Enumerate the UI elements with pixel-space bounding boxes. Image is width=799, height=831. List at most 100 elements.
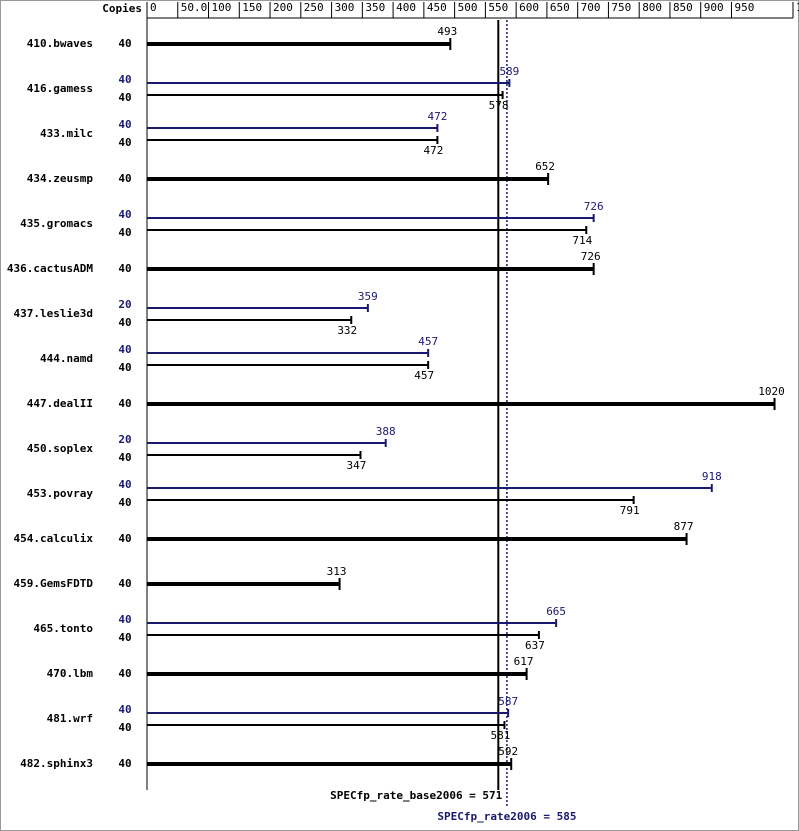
x-tick-label: 600 xyxy=(519,1,539,14)
copies-label: 40 xyxy=(118,343,131,356)
copies-label: 40 xyxy=(118,451,131,464)
copies-label: 40 xyxy=(118,532,131,545)
bar xyxy=(147,307,368,309)
x-tick-label: 0 xyxy=(150,1,157,14)
value-label: 472 xyxy=(423,144,443,157)
value-label: 332 xyxy=(337,324,357,337)
category-label: 434.zeusmp xyxy=(27,172,94,185)
bar xyxy=(147,454,361,456)
bar xyxy=(147,724,505,726)
reference-label: SPECfp_rate_base2006 = 571 xyxy=(330,789,503,802)
copies-label: 20 xyxy=(118,433,131,446)
value-label: 791 xyxy=(620,504,640,517)
value-label: 472 xyxy=(427,110,447,123)
value-label: 493 xyxy=(437,25,457,38)
bar xyxy=(147,402,775,406)
category-label: 437.leslie3d xyxy=(14,307,93,320)
value-label: 918 xyxy=(702,470,722,483)
bar xyxy=(147,42,451,46)
x-tick-label: 250 xyxy=(304,1,324,14)
bar xyxy=(147,82,510,84)
value-label: 665 xyxy=(546,605,566,618)
bar xyxy=(147,499,634,501)
category-label: 447.dealII xyxy=(27,397,93,410)
bar xyxy=(147,762,512,766)
value-label: 581 xyxy=(491,729,511,742)
copies-label: 40 xyxy=(118,37,131,50)
value-label: 714 xyxy=(572,234,592,247)
bar xyxy=(147,319,352,321)
bar xyxy=(147,127,438,129)
bar xyxy=(147,352,429,354)
value-label: 347 xyxy=(347,459,367,472)
value-label: 617 xyxy=(514,655,534,668)
copies-label: 40 xyxy=(118,73,131,86)
x-tick-label: 650 xyxy=(550,1,570,14)
bar xyxy=(147,364,429,366)
bar xyxy=(147,94,503,96)
copies-label: 40 xyxy=(118,721,131,734)
copies-label: 40 xyxy=(118,262,131,275)
bar xyxy=(147,537,687,541)
bar xyxy=(147,634,539,636)
copies-label: 40 xyxy=(118,136,131,149)
x-tick-label: 750 xyxy=(611,1,631,14)
value-label: 877 xyxy=(674,520,694,533)
copies-label: 40 xyxy=(118,667,131,680)
bar xyxy=(147,229,587,231)
value-label: 578 xyxy=(489,99,509,112)
bar xyxy=(147,672,527,676)
copies-label: 40 xyxy=(118,703,131,716)
reference-label: SPECfp_rate2006 = 585 xyxy=(437,810,576,823)
value-label: 589 xyxy=(499,65,519,78)
x-tick-label: 300 xyxy=(335,1,355,14)
bar xyxy=(147,177,549,181)
copies-label: 40 xyxy=(118,757,131,770)
copies-label: 40 xyxy=(118,361,131,374)
x-tick-label: 800 xyxy=(642,1,662,14)
category-label: 436.cactusADM xyxy=(7,262,93,275)
copies-label: 40 xyxy=(118,208,131,221)
copies-header: Copies xyxy=(102,2,142,15)
copies-label: 20 xyxy=(118,298,131,311)
x-tick-label: 550 xyxy=(488,1,508,14)
copies-label: 40 xyxy=(118,316,131,329)
x-tick-label: 900 xyxy=(704,1,724,14)
value-label: 457 xyxy=(414,369,434,382)
category-label: 433.milc xyxy=(40,127,93,140)
x-tick-label: 100 xyxy=(212,1,232,14)
value-label: 313 xyxy=(327,565,347,578)
bar xyxy=(147,487,712,489)
x-tick-label: 50.0 xyxy=(181,1,208,14)
category-label: 465.tonto xyxy=(33,622,93,635)
value-label: 726 xyxy=(581,250,601,263)
copies-label: 40 xyxy=(118,397,131,410)
x-tick-label: 450 xyxy=(427,1,447,14)
copies-label: 40 xyxy=(118,613,131,626)
x-tick-label: 500 xyxy=(458,1,478,14)
category-label: 481.wrf xyxy=(47,712,93,725)
bar xyxy=(147,442,386,444)
copies-label: 40 xyxy=(118,226,131,239)
category-label: 444.namd xyxy=(40,352,93,365)
category-label: 450.soplex xyxy=(27,442,94,455)
value-label: 359 xyxy=(358,290,378,303)
x-tick-label: 200 xyxy=(273,1,293,14)
copies-label: 40 xyxy=(118,91,131,104)
copies-label: 40 xyxy=(118,118,131,131)
value-label: 457 xyxy=(418,335,438,348)
x-tick-label: 400 xyxy=(396,1,416,14)
category-label: 454.calculix xyxy=(14,532,94,545)
category-label: 416.gamess xyxy=(27,82,93,95)
category-label: 453.povray xyxy=(27,487,94,500)
bar xyxy=(147,139,438,141)
x-tick-label: 1050 xyxy=(796,1,799,14)
bar xyxy=(147,217,594,219)
value-label: 592 xyxy=(498,745,518,758)
x-tick-label: 150 xyxy=(242,1,262,14)
copies-label: 40 xyxy=(118,631,131,644)
category-label: 482.sphinx3 xyxy=(20,757,93,770)
